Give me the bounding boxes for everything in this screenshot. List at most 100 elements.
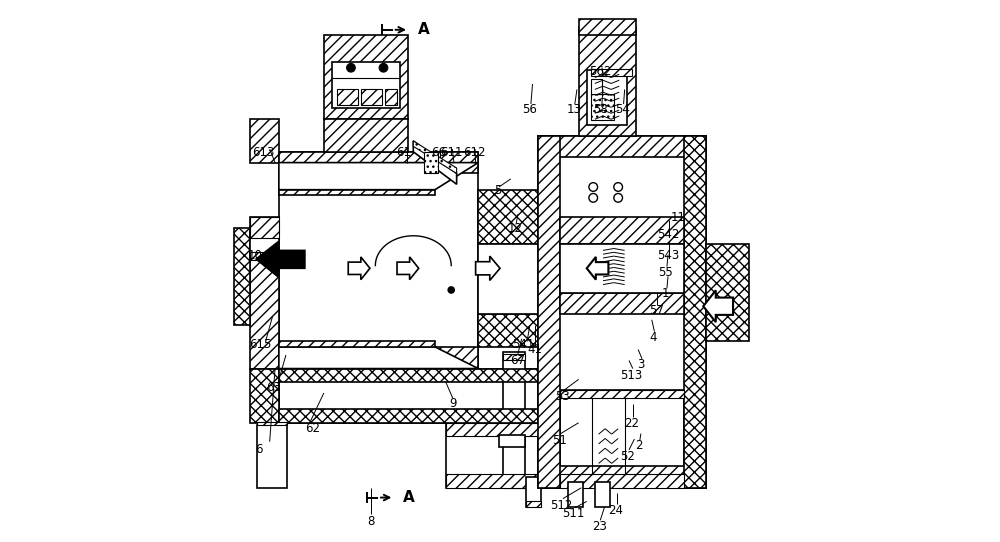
Text: 541: 541 [512, 338, 534, 351]
Text: 1: 1 [662, 287, 670, 300]
Bar [526, 477, 541, 507]
Polygon shape [250, 217, 279, 260]
Bar [257, 425, 287, 488]
Polygon shape [250, 369, 279, 423]
Polygon shape [279, 369, 538, 423]
Text: 67: 67 [510, 354, 525, 367]
Text: 52: 52 [620, 450, 635, 463]
Bar [250, 252, 279, 260]
Text: 6: 6 [255, 443, 263, 456]
Text: 3: 3 [637, 358, 645, 371]
Text: 4: 4 [650, 331, 657, 344]
Bar [424, 152, 438, 173]
Polygon shape [279, 152, 478, 369]
Bar [503, 354, 525, 360]
Bar [591, 94, 614, 120]
Polygon shape [703, 291, 733, 322]
Polygon shape [560, 244, 684, 293]
Text: 2: 2 [635, 439, 643, 452]
Text: 53: 53 [555, 390, 570, 403]
Polygon shape [279, 163, 478, 190]
Text: 11: 11 [670, 211, 685, 224]
Circle shape [614, 183, 622, 191]
Bar [332, 62, 400, 108]
Text: 615: 615 [249, 338, 272, 351]
Text: 62: 62 [306, 422, 321, 435]
Text: A: A [402, 490, 414, 505]
Text: 542: 542 [657, 228, 679, 241]
Bar [587, 70, 627, 125]
Circle shape [379, 63, 388, 72]
Polygon shape [413, 141, 457, 184]
Text: 54: 54 [615, 103, 630, 116]
Text: 57: 57 [649, 304, 664, 317]
Text: 66: 66 [431, 146, 446, 159]
Circle shape [589, 183, 598, 191]
Text: 41: 41 [528, 343, 543, 356]
Text: 9: 9 [449, 397, 457, 410]
Polygon shape [560, 217, 684, 244]
Polygon shape [478, 314, 538, 347]
Bar [499, 435, 525, 447]
Bar [526, 501, 541, 507]
Bar [324, 35, 408, 119]
Text: 10: 10 [248, 249, 262, 262]
Text: 512: 512 [551, 499, 573, 512]
Polygon shape [324, 119, 408, 152]
Text: 511: 511 [563, 507, 585, 520]
Text: 13: 13 [566, 103, 581, 116]
Polygon shape [446, 423, 538, 436]
Text: 611: 611 [440, 146, 462, 159]
Text: 513: 513 [621, 369, 643, 382]
Polygon shape [279, 347, 478, 369]
Text: 63: 63 [266, 381, 281, 394]
Bar [591, 79, 602, 94]
Polygon shape [538, 136, 706, 488]
Polygon shape [538, 136, 560, 488]
Polygon shape [446, 474, 538, 488]
Text: 51: 51 [552, 434, 567, 447]
Text: 56: 56 [522, 103, 537, 116]
Bar [568, 482, 583, 507]
Polygon shape [538, 136, 706, 157]
Text: 22: 22 [624, 417, 639, 430]
Bar [503, 352, 525, 488]
Text: 613: 613 [252, 146, 274, 159]
Bar [361, 89, 382, 105]
Text: 61: 61 [397, 146, 412, 159]
Text: 612: 612 [463, 146, 485, 159]
Polygon shape [560, 293, 684, 314]
Circle shape [589, 193, 598, 202]
Polygon shape [256, 241, 305, 278]
Polygon shape [250, 228, 279, 369]
Circle shape [614, 193, 622, 202]
Bar [579, 19, 636, 35]
Polygon shape [478, 244, 538, 314]
Bar [385, 89, 397, 105]
Text: 5: 5 [494, 184, 502, 197]
Text: 23: 23 [592, 520, 607, 533]
Polygon shape [279, 190, 435, 195]
Bar [595, 482, 610, 507]
Polygon shape [587, 257, 608, 280]
Polygon shape [348, 257, 370, 280]
Bar [503, 481, 525, 488]
Polygon shape [560, 390, 684, 488]
Text: 24: 24 [608, 504, 623, 517]
Polygon shape [279, 341, 435, 347]
Polygon shape [279, 347, 478, 369]
Text: A: A [418, 22, 429, 37]
Bar [257, 422, 287, 425]
Bar [591, 69, 632, 76]
Circle shape [347, 63, 355, 72]
Polygon shape [476, 256, 500, 280]
Polygon shape [560, 474, 684, 488]
Bar [579, 27, 636, 136]
Polygon shape [560, 390, 684, 398]
Text: 58: 58 [593, 103, 608, 116]
Polygon shape [279, 369, 538, 382]
Text: 8: 8 [367, 515, 375, 528]
Polygon shape [234, 228, 250, 325]
Text: 562: 562 [590, 65, 612, 78]
Polygon shape [538, 466, 706, 488]
